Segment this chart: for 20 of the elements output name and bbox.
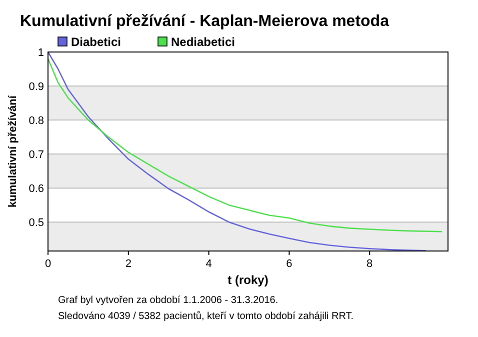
x-tick-label: 0 <box>44 258 52 270</box>
legend-label: Diabetici <box>71 35 122 49</box>
legend-label: Nediabetici <box>171 35 236 49</box>
y-axis-title: kumulativní přežívání <box>7 94 19 208</box>
line-series <box>47 58 443 232</box>
x-tick-label: 8 <box>366 258 373 270</box>
y-tick-label: 0.8 <box>28 115 44 128</box>
x-tick-label: 6 <box>286 258 292 270</box>
chart-title: Kumulativní přežívání - Kaplan-Meierova metoda <box>20 13 390 30</box>
line-series <box>47 51 427 252</box>
y-tick-label: 0.5 <box>28 217 44 230</box>
x-tick-label: 4 <box>206 258 212 270</box>
y-tick-label: 1 <box>38 47 44 59</box>
text: Graf byl vytvořen za období 1.1.2006 - 31.3.2016. <box>58 295 278 306</box>
x-tick-label: 2 <box>125 258 132 270</box>
y-tick-label: 0.7 <box>28 149 44 162</box>
y-tick-label: 0.6 <box>28 183 44 196</box>
y-tick-label: 0.9 <box>28 81 44 94</box>
x-axis-title: t (roky) <box>228 273 268 287</box>
text: Sledováno 4039 / 5382 pacientů, kteří v tomto období zahájili RRT. <box>58 310 354 322</box>
